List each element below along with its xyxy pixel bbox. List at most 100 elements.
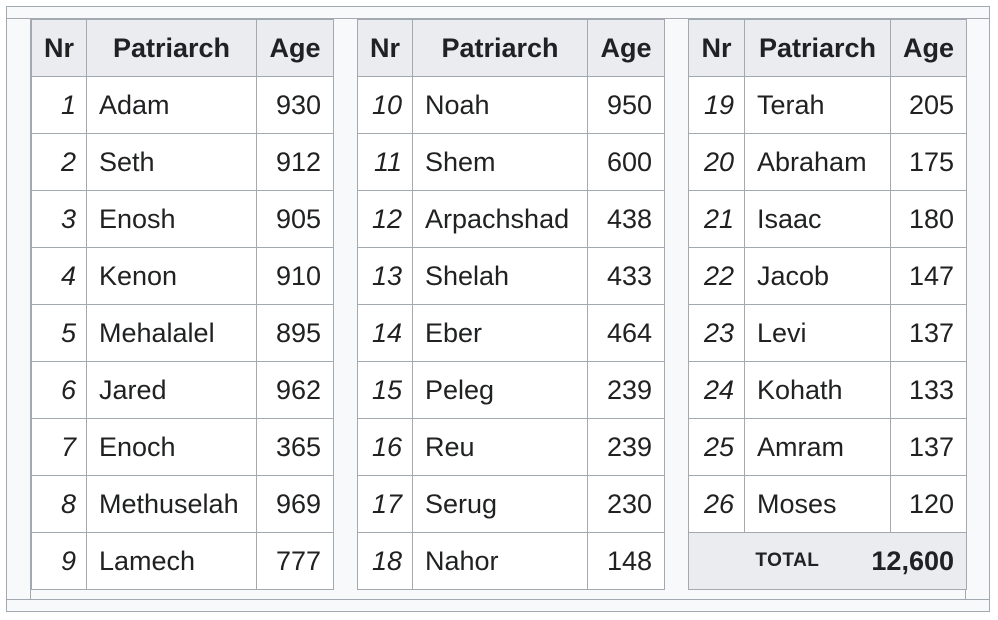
- table-row: 10 Noah 950: [357, 76, 665, 134]
- nr-cell: 21: [688, 190, 745, 248]
- age-cell: 895: [256, 304, 334, 362]
- nr-cell: 18: [357, 532, 413, 590]
- patriarch-cell: Jared: [86, 361, 257, 419]
- age-cell: 180: [890, 190, 967, 248]
- patriarch-cell: Enosh: [86, 190, 257, 248]
- nr-cell: 8: [31, 475, 87, 533]
- patriarch-cell: Jacob: [744, 247, 891, 305]
- table-row: 25 Amram 137: [688, 418, 967, 476]
- table-row: 6 Jared 962: [31, 361, 334, 419]
- age-cell: 205: [890, 76, 967, 134]
- header-nr: Nr: [31, 19, 87, 77]
- nr-cell: 4: [31, 247, 87, 305]
- header-age: Age: [890, 19, 967, 77]
- patriarch-cell: Mehalalel: [86, 304, 257, 362]
- header-row: Nr Patriarch Age: [688, 19, 967, 77]
- nr-cell: 20: [688, 133, 745, 191]
- table-row: 11 Shem 600: [357, 133, 665, 191]
- patriarch-cell: Amram: [744, 418, 891, 476]
- table-row: 20 Abraham 175: [688, 133, 967, 191]
- table-row: 7 Enoch 365: [31, 418, 334, 476]
- nr-cell: 22: [688, 247, 745, 305]
- patriarch-cell: Kenon: [86, 247, 257, 305]
- table-row: 17 Serug 230: [357, 475, 665, 533]
- age-cell: 969: [256, 475, 334, 533]
- table-row: 18 Nahor 148: [357, 532, 665, 590]
- table-row: 22 Jacob 147: [688, 247, 967, 305]
- header-patriarch: Patriarch: [744, 19, 891, 77]
- age-cell: 175: [890, 133, 967, 191]
- age-cell: 962: [256, 361, 334, 419]
- frame-left-strip: [7, 19, 31, 599]
- age-cell: 600: [587, 133, 665, 191]
- patriarch-cell: Eber: [412, 304, 588, 362]
- age-cell: 147: [890, 247, 967, 305]
- table-row: 15 Peleg 239: [357, 361, 665, 419]
- header-nr: Nr: [688, 19, 745, 77]
- patriarch-cell: Levi: [744, 304, 891, 362]
- patriarch-cell: Moses: [744, 475, 891, 533]
- age-cell: 137: [890, 418, 967, 476]
- patriarch-cell: Reu: [412, 418, 588, 476]
- nr-cell: 12: [357, 190, 413, 248]
- table-row: 14 Eber 464: [357, 304, 665, 362]
- nr-cell: 1: [31, 76, 87, 134]
- table-row: 9 Lamech 777: [31, 532, 334, 590]
- age-cell: 910: [256, 247, 334, 305]
- patriarch-table-1: Nr Patriarch Age 1 Adam 930 2 Seth 912 3 Enosh 9…: [31, 19, 334, 590]
- patriarch-cell: Enoch: [86, 418, 257, 476]
- nr-cell: 25: [688, 418, 745, 476]
- nr-cell: 7: [31, 418, 87, 476]
- age-cell: 438: [587, 190, 665, 248]
- table-row: 2 Seth 912: [31, 133, 334, 191]
- nr-cell: 6: [31, 361, 87, 419]
- table-row: 26 Moses 120: [688, 475, 967, 533]
- age-cell: 912: [256, 133, 334, 191]
- header-nr: Nr: [357, 19, 413, 77]
- age-cell: 239: [587, 361, 665, 419]
- total-cell: TOTAL 12,600: [688, 532, 967, 590]
- age-cell: 239: [587, 418, 665, 476]
- table-row: 12 Arpachshad 438: [357, 190, 665, 248]
- nr-cell: 2: [31, 133, 87, 191]
- nr-cell: 15: [357, 361, 413, 419]
- patriarch-cell: Adam: [86, 76, 257, 134]
- table-row: 24 Kohath 133: [688, 361, 967, 419]
- header-row: Nr Patriarch Age: [31, 19, 334, 77]
- age-cell: 905: [256, 190, 334, 248]
- header-age: Age: [587, 19, 665, 77]
- patriarch-cell: Peleg: [412, 361, 588, 419]
- age-cell: 148: [587, 532, 665, 590]
- age-cell: 777: [256, 532, 334, 590]
- age-cell: 133: [890, 361, 967, 419]
- table-row: 21 Isaac 180: [688, 190, 967, 248]
- nr-cell: 26: [688, 475, 745, 533]
- nr-cell: 13: [357, 247, 413, 305]
- header-patriarch: Patriarch: [86, 19, 257, 77]
- table-row: 23 Levi 137: [688, 304, 967, 362]
- patriarch-cell: Serug: [412, 475, 588, 533]
- age-cell: 365: [256, 418, 334, 476]
- patriarch-table-3: Nr Patriarch Age 19 Terah 205 20 Abraham 175 2…: [688, 19, 967, 590]
- nr-cell: 24: [688, 361, 745, 419]
- nr-cell: 23: [688, 304, 745, 362]
- table-row: 13 Shelah 433: [357, 247, 665, 305]
- table-row: 19 Terah 205: [688, 76, 967, 134]
- patriarch-cell: Arpachshad: [412, 190, 588, 248]
- nr-cell: 9: [31, 532, 87, 590]
- total-row: TOTAL 12,600: [688, 532, 967, 590]
- table-row: 5 Mehalalel 895: [31, 304, 334, 362]
- patriarch-cell: Noah: [412, 76, 588, 134]
- table-row: 8 Methuselah 969: [31, 475, 334, 533]
- nr-cell: 14: [357, 304, 413, 362]
- patriarch-cell: Isaac: [744, 190, 891, 248]
- nr-cell: 16: [357, 418, 413, 476]
- patriarch-cell: Nahor: [412, 532, 588, 590]
- frame-top-strip: [7, 7, 989, 19]
- nr-cell: 3: [31, 190, 87, 248]
- age-cell: 137: [890, 304, 967, 362]
- total-value: 12,600: [871, 545, 954, 576]
- age-cell: 433: [587, 247, 665, 305]
- patriarch-cell: Shelah: [412, 247, 588, 305]
- table-row: 4 Kenon 910: [31, 247, 334, 305]
